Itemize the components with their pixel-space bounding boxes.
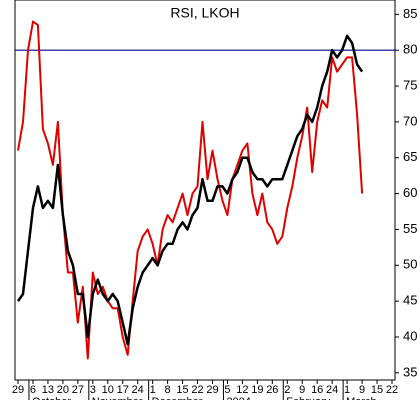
- plot-frame: [14, 0, 396, 381]
- y-tick-label: 50: [403, 257, 417, 272]
- x-tick-label: 22: [386, 384, 398, 396]
- month-label: February: [286, 396, 331, 400]
- data-line: [16, 34, 364, 346]
- y-tick-label: 35: [403, 364, 417, 379]
- x-tick-label: 15: [176, 384, 188, 396]
- x-tick-label: 29: [206, 384, 218, 396]
- x-tick-label: 2: [284, 384, 290, 396]
- month-label: December: [152, 396, 203, 400]
- x-tick-label: 10: [102, 384, 114, 396]
- month-label: November: [92, 396, 143, 400]
- x-tick-label: 22: [191, 384, 203, 396]
- x-tick-label: 27: [72, 384, 84, 396]
- y-tick-label: 60: [403, 185, 417, 200]
- x-tick-label: 17: [117, 384, 129, 396]
- x-tick-label: 16: [311, 384, 323, 396]
- x-tick-label: 26: [266, 384, 278, 396]
- y-tick-label: 70: [403, 113, 417, 128]
- x-tick-label: 9: [299, 384, 305, 396]
- x-tick-label: 3: [90, 384, 96, 396]
- y-tick-label: 40: [403, 328, 417, 343]
- y-tick-label: 80: [403, 42, 417, 57]
- x-tick-label: 24: [132, 384, 144, 396]
- month-label: 2004: [226, 396, 250, 400]
- x-tick-label: 1: [344, 384, 350, 396]
- y-tick-label: 45: [403, 293, 417, 308]
- x-tick-label: 8: [165, 384, 171, 396]
- x-tick-label: 20: [57, 384, 69, 396]
- month-label: March: [346, 396, 377, 400]
- month-label: October: [32, 396, 71, 400]
- y-tick-label: 65: [403, 149, 417, 164]
- x-tick-label: 13: [42, 384, 54, 396]
- y-tick-label: 75: [403, 77, 417, 92]
- x-tick-label: 24: [326, 384, 338, 396]
- chart-title: RSI, LKOH: [170, 5, 239, 21]
- y-tick-label: 85: [403, 6, 417, 21]
- x-tick-label: 29: [12, 384, 24, 396]
- x-tick-label: 15: [371, 384, 383, 396]
- x-tick-label: 19: [251, 384, 263, 396]
- x-tick-label: 9: [359, 384, 365, 396]
- y-tick-label: 55: [403, 221, 417, 236]
- x-tick-label: 6: [30, 384, 36, 396]
- x-tick-label: 12: [236, 384, 248, 396]
- x-tick-label: 1: [150, 384, 156, 396]
- x-tick-label: 5: [224, 384, 230, 396]
